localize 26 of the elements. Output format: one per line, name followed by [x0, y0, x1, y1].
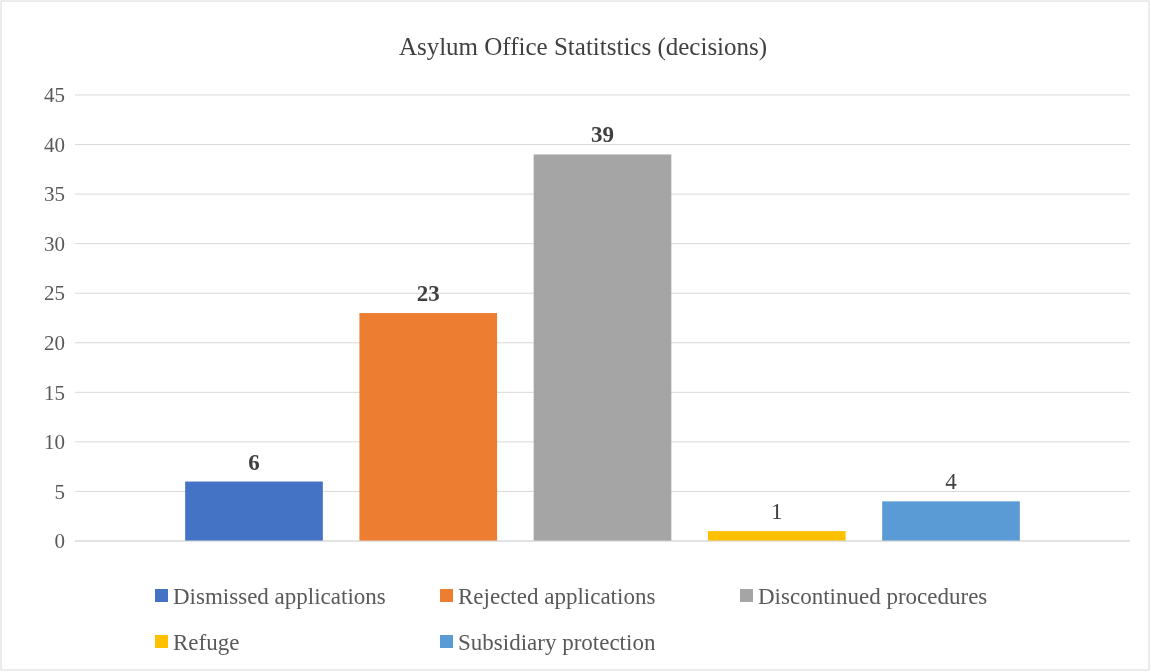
legend-label: Discontinued procedures	[758, 584, 988, 609]
data-label: 4	[945, 469, 958, 495]
y-tick-label: 35	[44, 182, 65, 207]
y-tick-label: 15	[44, 380, 65, 405]
y-tick-label: 30	[44, 231, 65, 256]
y-tick-label: 40	[44, 132, 65, 157]
y-tick-label: 25	[44, 281, 65, 306]
bar	[185, 481, 323, 541]
y-tick-label: 20	[44, 331, 65, 355]
data-label: 6	[248, 449, 260, 475]
legend-label: Subsidiary protection	[458, 630, 656, 655]
bar	[359, 313, 498, 541]
y-tick-label: 45	[44, 83, 65, 108]
legend-label: Rejected applications	[458, 584, 656, 609]
y-tick-label: 0	[54, 529, 65, 554]
y-tick-label: 5	[54, 479, 65, 504]
bar	[882, 501, 1020, 541]
legend-label: Dismissed applications	[173, 584, 386, 609]
data-label: 39	[591, 122, 614, 148]
bar	[707, 531, 846, 541]
data-label: 1	[771, 499, 783, 525]
legend-label: Refuge	[173, 630, 240, 655]
chart-title: Asylum Office Statitstics (decisions)	[398, 33, 768, 61]
y-tick-label: 10	[44, 430, 65, 455]
data-label: 23	[416, 281, 440, 307]
bar	[533, 154, 672, 541]
